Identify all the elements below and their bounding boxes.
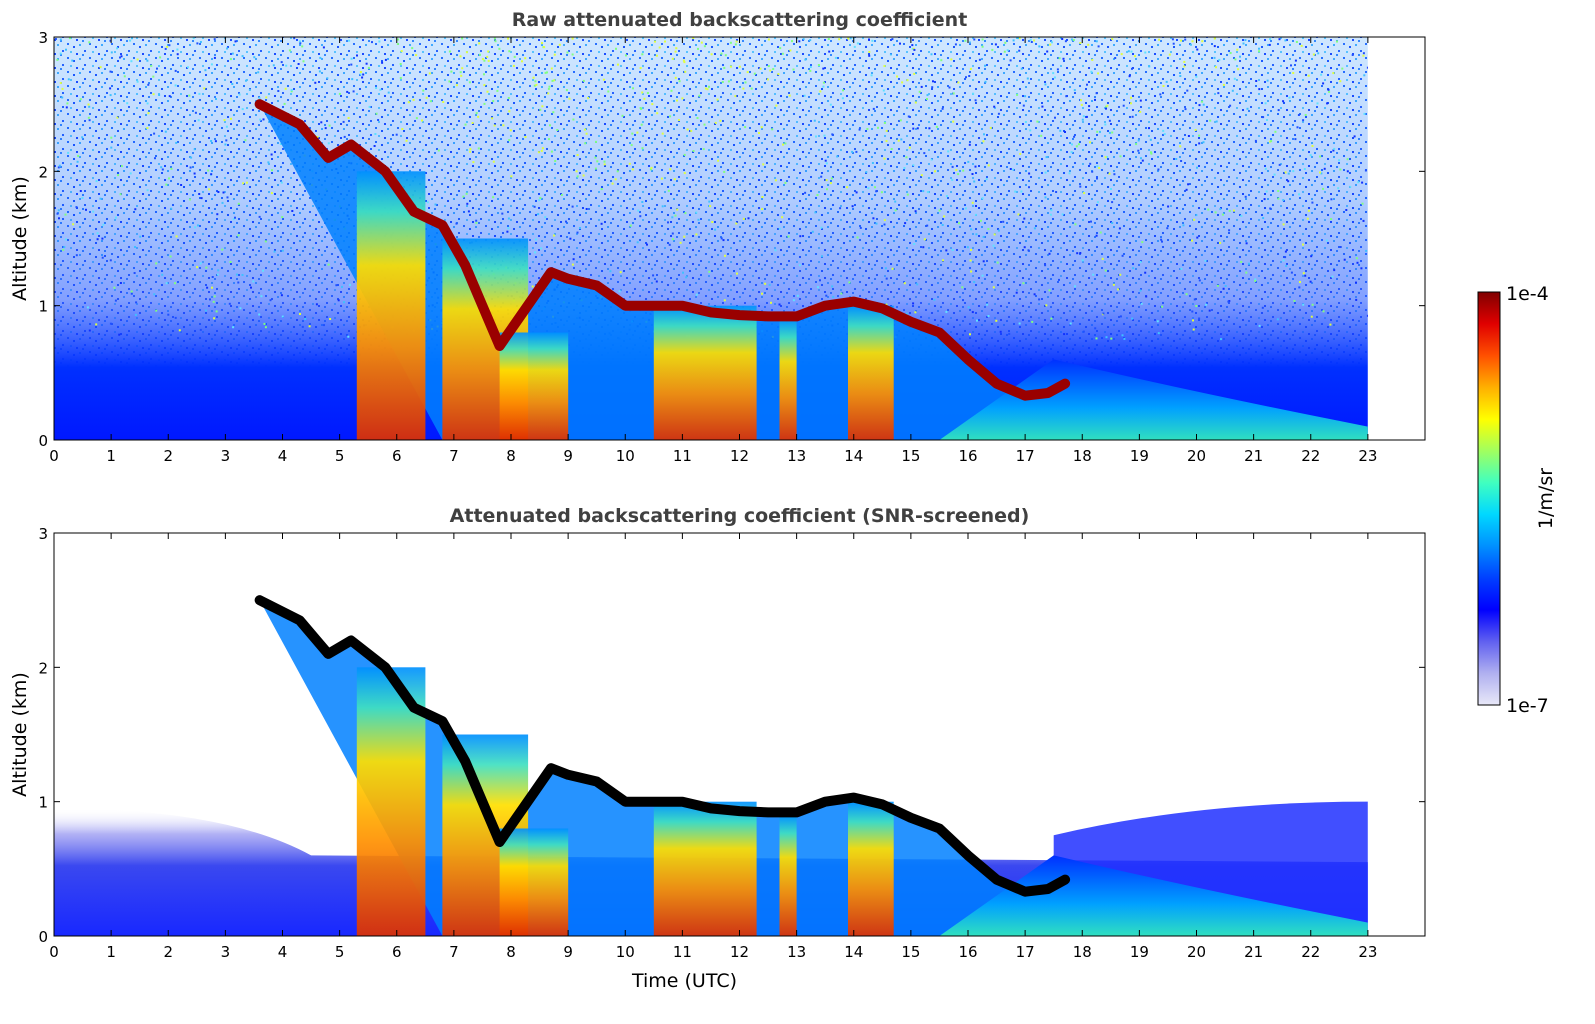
x-tick-label: 18	[1073, 943, 1092, 961]
y-axis-label: Altitude (km)	[9, 672, 31, 797]
x-tick-label: 0	[49, 447, 59, 465]
x-tick-label: 2	[163, 447, 173, 465]
precipitation-column	[499, 332, 569, 440]
x-tick-label: 5	[335, 447, 345, 465]
x-tick-label: 9	[563, 447, 573, 465]
y-tick-label: 2	[38, 659, 48, 677]
x-tick-label: 13	[787, 943, 806, 961]
x-tick-label: 12	[730, 447, 749, 465]
x-tick-label: 14	[844, 943, 863, 961]
x-tick-label: 4	[278, 447, 288, 465]
precipitation-column	[848, 801, 894, 936]
chart-panel-1: Raw attenuated backscattering coefficien…	[9, 9, 1426, 465]
chart-title: Raw attenuated backscattering coefficien…	[512, 9, 968, 31]
x-tick-label: 9	[563, 943, 573, 961]
x-tick-label: 11	[673, 447, 692, 465]
x-tick-label: 21	[1244, 943, 1263, 961]
x-tick-label: 20	[1187, 943, 1206, 961]
chart-panel-2: Attenuated backscattering coefficient (S…	[9, 505, 1426, 992]
x-tick-label: 5	[335, 943, 345, 961]
y-tick-label: 2	[38, 163, 48, 181]
x-tick-label: 21	[1244, 447, 1263, 465]
x-tick-label: 14	[844, 447, 863, 465]
x-tick-label: 7	[449, 943, 459, 961]
precipitation-column	[848, 305, 894, 440]
evening-tail	[939, 359, 1368, 440]
evening-tail	[939, 855, 1368, 936]
precipitation-column	[499, 828, 569, 936]
y-axis-label: Altitude (km)	[9, 176, 31, 301]
precipitation-column	[779, 319, 797, 440]
colorbar-unit-label: 1/m/sr	[1535, 468, 1557, 529]
x-axis-label: Time (UTC)	[631, 970, 737, 992]
x-tick-label: 12	[730, 943, 749, 961]
x-tick-label: 23	[1358, 943, 1377, 961]
x-tick-label: 10	[616, 943, 635, 961]
x-tick-label: 17	[1016, 943, 1035, 961]
y-tick-label: 1	[38, 298, 48, 316]
colorbar-max-label: 1e-4	[1506, 283, 1549, 305]
precipitation-column	[653, 305, 757, 440]
heatmap-field	[54, 595, 1368, 936]
x-tick-label: 6	[392, 943, 402, 961]
colorbar-min-label: 1e-7	[1506, 695, 1549, 717]
x-tick-label: 6	[392, 447, 402, 465]
x-tick-label: 4	[278, 943, 288, 961]
x-tick-label: 15	[901, 943, 920, 961]
y-tick-label: 0	[38, 432, 48, 450]
x-tick-label: 16	[958, 447, 977, 465]
chart-title: Attenuated backscattering coefficient (S…	[450, 505, 1030, 527]
x-tick-label: 16	[958, 943, 977, 961]
y-tick-label: 3	[38, 29, 48, 47]
x-tick-label: 0	[49, 943, 59, 961]
colorbar-gradient	[1477, 291, 1501, 706]
x-tick-label: 3	[221, 943, 231, 961]
x-tick-label: 17	[1016, 447, 1035, 465]
x-tick-label: 22	[1301, 447, 1320, 465]
x-tick-label: 20	[1187, 447, 1206, 465]
y-tick-label: 3	[38, 525, 48, 543]
x-tick-label: 3	[221, 447, 231, 465]
y-tick-label: 1	[38, 794, 48, 812]
heatmap-field	[54, 37, 1368, 440]
x-tick-label: 11	[673, 943, 692, 961]
x-tick-label: 19	[1130, 943, 1149, 961]
x-tick-label: 23	[1358, 447, 1377, 465]
x-tick-label: 15	[901, 447, 920, 465]
x-tick-label: 8	[506, 447, 516, 465]
precipitation-column	[653, 801, 757, 936]
x-tick-label: 1	[106, 943, 116, 961]
cloud-base-line	[254, 99, 1071, 401]
x-tick-label: 13	[787, 447, 806, 465]
x-tick-label: 7	[449, 447, 459, 465]
x-tick-label: 19	[1130, 447, 1149, 465]
y-tick-label: 0	[38, 928, 48, 946]
x-tick-label: 10	[616, 447, 635, 465]
x-tick-label: 1	[106, 447, 116, 465]
x-tick-label: 8	[506, 943, 516, 961]
cloud-base-line	[254, 595, 1071, 897]
x-tick-label: 18	[1073, 447, 1092, 465]
x-tick-label: 22	[1301, 943, 1320, 961]
precipitation-column	[779, 815, 797, 936]
colorbar: 1e-4 1e-7 1/m/sr	[1477, 283, 1557, 717]
x-tick-label: 2	[163, 943, 173, 961]
